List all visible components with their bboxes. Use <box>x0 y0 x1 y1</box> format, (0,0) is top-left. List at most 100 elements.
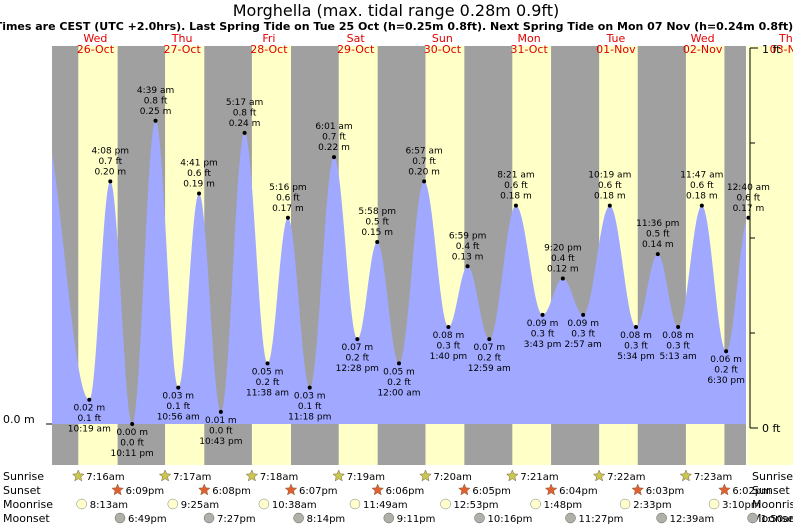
extreme-point <box>176 385 181 390</box>
extreme-label: 5:17 am <box>226 98 263 108</box>
extreme-label: 0.2 ft <box>345 354 369 364</box>
moonset-time-label: 6:49pm <box>128 514 167 525</box>
right-axis-zero-label: 0 ft <box>762 422 781 435</box>
tide-area <box>52 120 746 424</box>
moonrise-time-label: 1:48pm <box>544 500 583 511</box>
extreme-label: 5:58 pm <box>358 207 396 217</box>
extreme-label: 0.3 ft <box>666 341 690 351</box>
sunrise-time-label: 7:23am <box>694 472 732 483</box>
sunset-icon <box>197 483 211 496</box>
moonset-time-label: 11:27pm <box>579 514 624 525</box>
moonset-time-label: 1:50am <box>761 514 793 525</box>
extreme-label: 0.19 m <box>183 180 215 190</box>
extreme-point <box>307 385 312 390</box>
extreme-point <box>153 118 158 123</box>
extreme-point <box>130 422 135 426</box>
moonset-icon <box>565 512 576 524</box>
sunset-icon <box>371 483 385 496</box>
chart-title: Morghella (max. tidal range 0.28m 0.9ft) <box>233 1 560 20</box>
extreme-label: 3:43 pm <box>524 340 562 350</box>
moonset-time-label: 9:11pm <box>397 514 436 525</box>
extreme-label: 0.2 ft <box>387 378 411 388</box>
extreme-point <box>332 155 337 160</box>
extreme-label: 0.2 ft <box>256 378 280 388</box>
moonrise-time-label: 10:38am <box>272 500 317 511</box>
extreme-point <box>746 215 751 220</box>
extreme-label: 11:38 am <box>246 388 289 398</box>
extreme-point <box>607 203 612 208</box>
extreme-label: 0.6 ft <box>276 193 300 203</box>
extreme-label: 0.5 ft <box>365 218 389 228</box>
sunset-time-label: 6:06pm <box>386 486 425 497</box>
extreme-label: 0.17 m <box>272 204 304 214</box>
moonset-icon <box>747 512 758 524</box>
extreme-label: 0.14 m <box>642 240 674 250</box>
extreme-label: 0.8 ft <box>233 108 257 118</box>
extreme-label: 0.25 m <box>140 107 172 117</box>
moonrise-time-label: 8:13am <box>90 500 128 511</box>
moonset-time-label: 7:27pm <box>217 514 256 525</box>
sunrise-time-label: 7:18am <box>260 472 298 483</box>
extreme-label: 0.4 ft <box>551 254 575 264</box>
extreme-label: 0.20 m <box>408 167 440 177</box>
moonset-icon <box>656 512 667 524</box>
row-label-sunrise: Sunrise <box>3 470 44 483</box>
extreme-point <box>218 409 223 414</box>
moonset-icon <box>383 512 395 524</box>
extreme-label: 12:59 am <box>468 364 511 374</box>
extreme-label: 0.08 m <box>433 331 465 341</box>
extreme-label: 0.05 m <box>383 367 415 377</box>
extreme-label: 0.7 ft <box>322 133 346 143</box>
extreme-label: 0.02 m <box>73 404 105 414</box>
sunset-icon <box>111 483 124 496</box>
sunrise-icon <box>592 469 606 482</box>
sunset-time-label: 6:02pm <box>732 486 771 497</box>
extreme-label: 0.06 m <box>710 355 742 365</box>
extreme-point <box>242 130 247 135</box>
extreme-label: 12:40 am <box>727 183 770 193</box>
day-weekday-label: Fri <box>262 32 275 45</box>
extreme-label: 11:36 pm <box>636 219 679 229</box>
moonset-time-label: 10:16pm <box>487 514 532 525</box>
extreme-label: 0.18 m <box>686 192 718 202</box>
extreme-label: 0.13 m <box>452 252 484 262</box>
sunrise-icon <box>245 469 259 482</box>
tide-curve <box>52 120 746 424</box>
extreme-label: 0.6 ft <box>690 181 714 191</box>
extreme-label: 10:43 pm <box>199 437 242 447</box>
chart-subtitle: Times are CEST (UTC +2.0hrs). Last Sprin… <box>0 20 793 33</box>
sunset-icon <box>718 483 731 496</box>
day-weekday-label: Thu <box>171 32 193 45</box>
sunset-time-label: 6:03pm <box>646 486 685 497</box>
day-date-label: 01-Nov <box>596 43 636 56</box>
axes: 0.0 m 1 ft 0 ft <box>3 43 781 435</box>
sunrise-icon <box>505 469 519 482</box>
moonrise-icon <box>349 498 361 510</box>
extreme-label: 10:19 am <box>68 425 111 435</box>
moonrise-icon <box>440 498 451 510</box>
sunrise-time-label: 7:17am <box>173 472 211 483</box>
extreme-label: 0.3 ft <box>437 341 461 351</box>
moonset-time-label: 8:14pm <box>307 514 346 525</box>
day-weekday-label: Sat <box>347 32 366 45</box>
moonset-time-label: 12:39am <box>670 514 715 525</box>
extreme-label: 0.09 m <box>527 319 559 329</box>
extreme-point <box>634 324 639 329</box>
extreme-label: 0.6 ft <box>598 181 622 191</box>
extreme-label: 6:01 am <box>315 122 352 132</box>
moonrise-icon <box>76 498 87 510</box>
extreme-label: 0.0 ft <box>209 426 233 436</box>
extreme-label: 10:19 am <box>588 171 631 181</box>
moonrise-time-label: 12:53pm <box>454 500 499 511</box>
extreme-point <box>540 312 545 317</box>
sunrise-icon <box>332 469 346 482</box>
extreme-point <box>197 191 202 196</box>
extreme-point <box>513 203 518 208</box>
sunset-time-label: 6:09pm <box>126 486 165 497</box>
daylight-band <box>747 46 793 465</box>
sunrise-time-label: 7:22am <box>607 472 645 483</box>
extreme-label: 0.18 m <box>500 192 532 202</box>
extreme-point <box>581 312 586 317</box>
extreme-label: 11:18 pm <box>288 413 331 423</box>
extreme-point <box>422 179 427 184</box>
